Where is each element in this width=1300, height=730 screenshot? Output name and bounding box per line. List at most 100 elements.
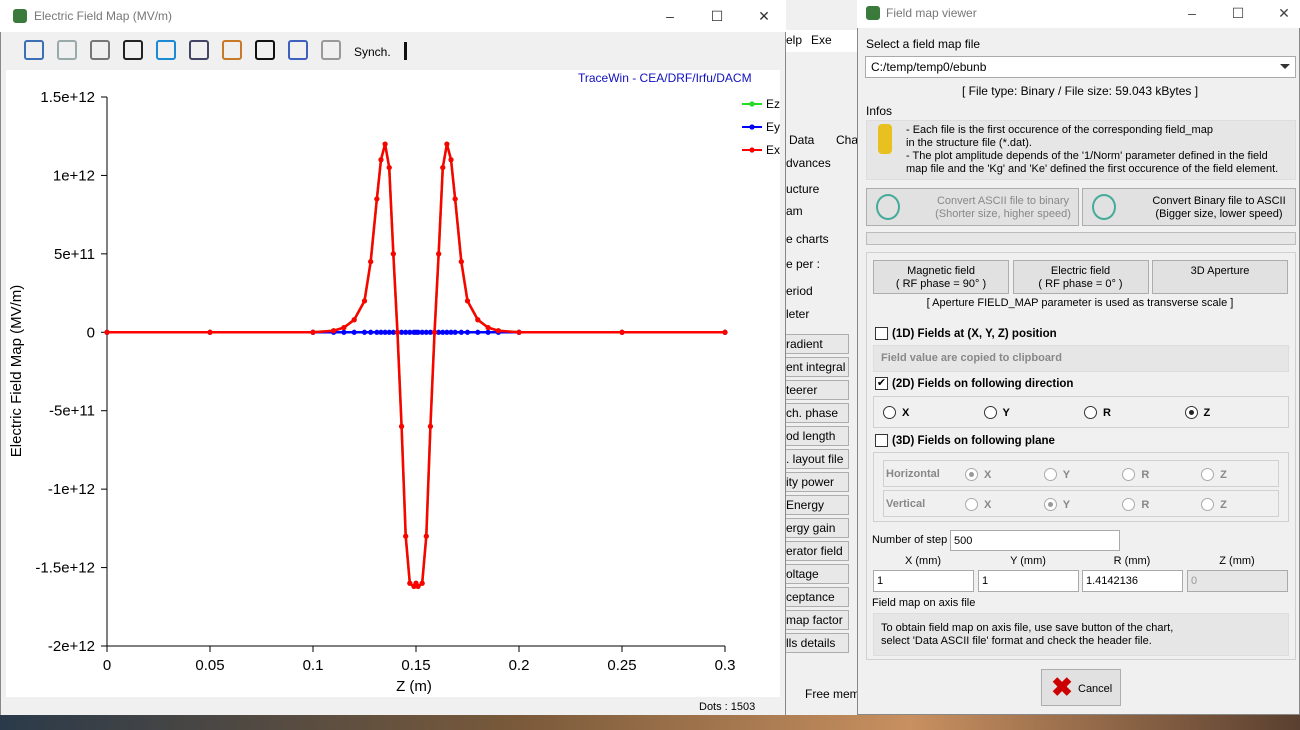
data-point [403, 533, 409, 539]
window-control[interactable]: ☐ [710, 8, 724, 24]
label: Field value are copied to clipboard [881, 352, 1062, 364]
file-select[interactable] [865, 56, 1296, 78]
radio[interactable] [965, 468, 978, 481]
radio[interactable] [1122, 468, 1136, 481]
label: 1 [982, 575, 989, 587]
background-text: ent integral [786, 360, 846, 374]
toolbar-icon[interactable] [189, 40, 209, 60]
radio[interactable] [883, 406, 896, 419]
legend-dot [749, 124, 755, 130]
toolbar-text: Synch. [354, 45, 391, 59]
label: X [902, 407, 910, 419]
radio[interactable] [983, 406, 997, 419]
background-text: ity power [786, 475, 835, 489]
window-control[interactable]: – [1188, 5, 1196, 21]
coord-input[interactable] [978, 570, 1079, 592]
data-point [436, 251, 442, 257]
cancel-button[interactable] [1041, 669, 1121, 706]
toolbar-icon[interactable] [123, 40, 143, 60]
data-point [368, 329, 374, 335]
data-point [398, 329, 405, 335]
window-control[interactable]: – [666, 8, 674, 24]
background-text: . layout file [786, 452, 844, 466]
label: - The plot amplitude depends of the '1/N… [906, 150, 1268, 162]
field-button[interactable] [1012, 260, 1149, 294]
steps-input[interactable] [950, 530, 1120, 551]
toolbar-icon[interactable] [222, 40, 242, 60]
field-button[interactable] [873, 260, 1009, 294]
background-text: map factor [786, 613, 843, 627]
data-point [331, 328, 337, 334]
help-icon[interactable] [404, 42, 420, 60]
window-control[interactable]: ✕ [1278, 5, 1290, 21]
label: (2D) Fields on following direction [892, 378, 1074, 390]
radio[interactable] [1201, 497, 1215, 511]
axis-note-panel [873, 613, 1289, 656]
legend-label: Ez [766, 97, 780, 111]
label: Z [1220, 498, 1227, 511]
radio[interactable] [965, 497, 978, 511]
viewer-title-bar [857, 0, 1300, 28]
data-point [351, 329, 357, 335]
data-point [440, 329, 446, 335]
background-text: eriod [786, 284, 813, 298]
convert-button[interactable] [866, 188, 1079, 226]
toolbar-icon[interactable] [321, 40, 341, 60]
label: [ File type: Binary / File size: 59.043 … [961, 84, 1199, 98]
data-point [458, 259, 464, 265]
field-button[interactable] [1152, 260, 1288, 294]
background-text: e charts [786, 232, 829, 246]
label: R [1141, 469, 1150, 481]
y-tick-label: -5e+11 [49, 403, 95, 420]
data-point [407, 580, 413, 586]
data-point [475, 317, 481, 323]
data-point [464, 329, 471, 335]
convert-button[interactable] [1082, 188, 1296, 226]
toolbar-icon[interactable] [57, 40, 77, 60]
label: map file and the 'Kg' and 'Ke' defined t… [906, 163, 1279, 175]
button-label: Cancel [1078, 683, 1113, 695]
background-text: Free memo [805, 687, 867, 701]
data-point [440, 164, 446, 171]
data-point [390, 329, 396, 335]
toolbar-icon[interactable] [255, 40, 275, 60]
coord-input[interactable] [1082, 570, 1183, 592]
checkbox[interactable]: ✔ [875, 377, 888, 390]
data-point [419, 329, 425, 335]
toolbar-icon[interactable] [156, 40, 176, 60]
label: R [1141, 498, 1150, 511]
label: Infos [866, 104, 893, 118]
label: (1D) Fields at (X, Y, Z) position [892, 328, 1057, 340]
x-axis-label: Z (m) [396, 678, 432, 695]
radio[interactable] [1043, 468, 1057, 481]
y-axis-label: Electric Field Map (MV/m) [8, 285, 25, 458]
radio[interactable] [1043, 497, 1057, 511]
toolbar-icon[interactable] [288, 40, 308, 60]
toolbar-icon[interactable] [90, 40, 110, 60]
checkbox[interactable] [875, 434, 888, 447]
label: Number of step [872, 534, 948, 546]
window-control[interactable]: ☐ [1231, 5, 1245, 21]
convert-icon [1092, 194, 1116, 220]
x-tick-label: 0.05 [195, 657, 224, 674]
radio[interactable] [1084, 406, 1097, 419]
window-title: Electric Field Map (MV/m) [34, 9, 173, 23]
radio[interactable] [1201, 468, 1215, 481]
viewer-icon [866, 6, 880, 20]
toolbar-icon[interactable] [24, 40, 44, 60]
radio[interactable] [1122, 497, 1136, 511]
window-control[interactable]: ✕ [758, 8, 770, 24]
legend-label: Ex [766, 143, 780, 157]
checkbox[interactable] [875, 327, 888, 340]
data-point [374, 196, 380, 202]
series-line [107, 143, 725, 589]
data-point [427, 423, 434, 429]
data-point [207, 329, 213, 335]
y-tick-label: 0 [87, 324, 95, 341]
label: [ Aperture FIELD_MAP parameter is used a… [926, 297, 1234, 309]
radio[interactable] [1184, 406, 1198, 419]
label: Y [1062, 498, 1071, 511]
convert-icon [876, 194, 900, 220]
coord-input[interactable] [873, 570, 974, 592]
